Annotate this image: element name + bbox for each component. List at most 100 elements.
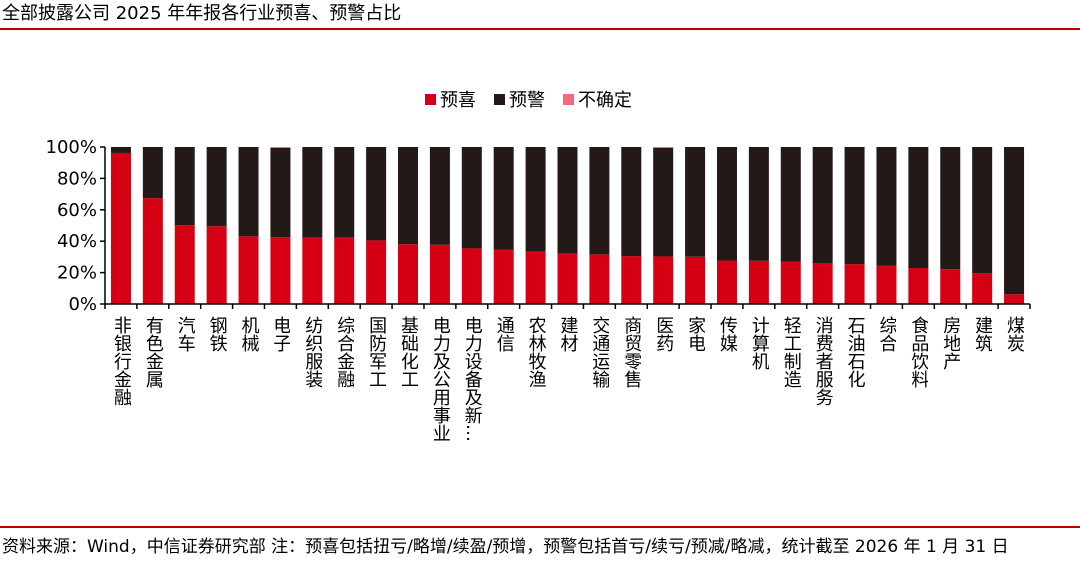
legend-swatch	[425, 93, 436, 105]
legend-label: 不确定	[578, 90, 632, 111]
bar-segment	[493, 249, 514, 304]
x-tick-label: 国防军工	[366, 316, 387, 388]
bar-segment	[174, 225, 195, 304]
bar-segment	[716, 260, 737, 304]
bar-segment	[525, 251, 546, 304]
footer-divider	[0, 526, 1080, 528]
bar-segment	[110, 152, 131, 304]
x-tick-label: 石油石化	[844, 316, 865, 388]
bar-segment	[142, 147, 163, 199]
y-tick-label: 20%	[57, 263, 97, 284]
legend-item: 预警	[494, 86, 545, 112]
bar-segment	[238, 236, 259, 304]
bar-segment	[429, 244, 450, 304]
bar-segment	[908, 147, 929, 269]
x-tick-label: 钢铁	[206, 316, 227, 352]
x-tick-label: 消费者服务	[812, 316, 833, 406]
source-note: 资料来源：Wind，中信证券研究部 注：预喜包括扭亏/略增/续盈/预增，预警包括…	[2, 537, 1009, 557]
bar-segment	[780, 147, 801, 262]
x-tick-label: 有色金属	[142, 316, 163, 388]
bar-segment	[525, 147, 546, 252]
y-tick-label: 80%	[57, 168, 97, 189]
x-tick-label: 机械	[238, 316, 259, 352]
bar-segment	[876, 265, 897, 304]
bar-segment	[270, 147, 291, 238]
title-divider	[0, 28, 1080, 30]
bar-segment	[589, 254, 610, 304]
bar-segment	[748, 147, 769, 261]
bar-segment	[334, 147, 355, 238]
bar-segment	[557, 253, 578, 304]
bar-segment	[174, 147, 195, 226]
bar-segment	[398, 244, 419, 304]
bar-segment	[366, 240, 387, 304]
bar-segment	[238, 147, 259, 237]
x-tick-label: 计算机	[748, 316, 769, 370]
y-tick-label: 60%	[57, 200, 97, 221]
y-tick-label: 0%	[68, 294, 97, 315]
bar-segment	[302, 147, 323, 238]
x-tick-label: 电子	[270, 316, 291, 352]
legend-item: 不确定	[563, 86, 632, 112]
bar-segment	[366, 147, 387, 241]
legend-swatch	[563, 93, 574, 105]
bar-segment	[653, 147, 674, 257]
bar-segment	[940, 269, 961, 304]
x-tick-label: 纺织服装	[302, 316, 323, 388]
x-tick-label: 农林牧渔	[525, 316, 546, 388]
bar-segment	[748, 260, 769, 304]
bar-segment	[908, 268, 929, 304]
y-tick-label: 100%	[46, 137, 97, 158]
bar-segment	[685, 256, 706, 304]
bar-segment	[270, 147, 291, 148]
x-tick-label: 交通运输	[589, 316, 610, 388]
bar-segment	[589, 147, 610, 255]
chart-title: 全部披露公司 2025 年年报各行业预喜、预警占比	[2, 3, 402, 24]
legend-item: 预喜	[425, 86, 476, 112]
x-tick-label: 建筑	[972, 316, 993, 352]
bar-segment	[653, 147, 674, 148]
bar-segment	[1004, 294, 1025, 304]
bar-segment	[621, 147, 642, 257]
x-tick-label: 煤炭	[1004, 316, 1025, 352]
bar-segment	[461, 147, 482, 249]
bar-segment	[270, 237, 291, 304]
bar-segment	[812, 263, 833, 304]
bar-segment	[716, 147, 737, 261]
x-tick-label: 家电	[685, 316, 706, 352]
bar-segment	[812, 147, 833, 264]
bar-segment	[876, 147, 897, 266]
x-tick-label: 基础化工	[398, 316, 419, 388]
bar-segment	[844, 147, 865, 265]
x-tick-label: 综合金融	[334, 316, 355, 388]
x-tick-label: 商贸零售	[621, 316, 642, 388]
bar-segment	[110, 147, 131, 153]
x-tick-label: 电力设备及新…	[461, 316, 482, 442]
legend: 预喜 预警 不确定	[425, 86, 632, 112]
bar-segment	[302, 237, 323, 304]
x-tick-label: 非银行金融	[110, 316, 131, 406]
x-tick-label: 电力及公用事业	[429, 316, 450, 442]
x-tick-label: 医药	[653, 316, 674, 352]
legend-swatch	[494, 93, 505, 105]
x-tick-label: 汽车	[174, 316, 195, 352]
bar-segment	[206, 147, 227, 227]
bar-segment	[1004, 147, 1025, 295]
x-tick-label: 通信	[493, 316, 514, 352]
bar-segment	[780, 261, 801, 304]
bar-segment	[621, 256, 642, 304]
bar-segment	[142, 198, 163, 304]
bar-segment	[844, 264, 865, 304]
x-tick-label: 传媒	[716, 316, 737, 352]
bar-segment	[461, 248, 482, 304]
x-tick-label: 综合	[876, 316, 897, 352]
bar-segment	[206, 226, 227, 304]
bar-segment	[429, 147, 450, 245]
x-tick-label: 建材	[557, 316, 578, 352]
legend-label: 预警	[509, 90, 545, 111]
bar-segment	[685, 147, 706, 257]
bar-segment	[398, 147, 419, 245]
y-tick-label: 40%	[57, 231, 97, 252]
legend-label: 预喜	[440, 90, 476, 111]
